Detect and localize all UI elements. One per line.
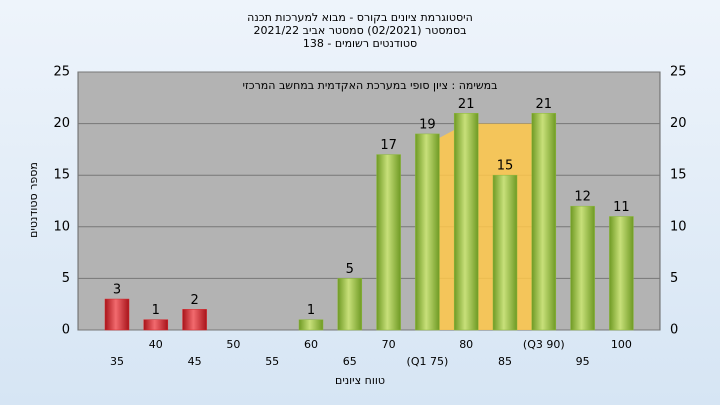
value-label: 12 <box>574 190 591 205</box>
value-label: 1 <box>152 303 160 318</box>
bar <box>143 319 169 331</box>
bar <box>415 133 440 331</box>
y2-tick-label: 0 <box>670 323 678 338</box>
bar <box>492 174 518 331</box>
y-tick-label: 5 <box>62 271 70 286</box>
x-tick-label: 70 <box>382 338 396 351</box>
bar <box>182 309 207 331</box>
bar <box>376 154 401 331</box>
y2-tick-label: 25 <box>670 65 687 80</box>
value-label: 17 <box>380 138 397 153</box>
y-tick-label: 25 <box>53 65 70 80</box>
y-tick-label: 20 <box>53 116 70 131</box>
x-tick-label: 40 <box>149 338 163 351</box>
bar <box>453 113 479 331</box>
y2-tick-label: 10 <box>670 219 687 234</box>
x-tick-label: 85 <box>498 355 512 368</box>
value-label: 5 <box>346 262 354 277</box>
x-tick-label: 60 <box>304 338 318 351</box>
y-tick-label: 15 <box>53 168 70 183</box>
x-tick-label: 45 <box>188 355 202 368</box>
y2-tick-label: 15 <box>670 168 687 183</box>
y-tick-label: 0 <box>62 323 70 338</box>
y-tick-label: 10 <box>53 219 70 234</box>
plot-area <box>77 71 661 331</box>
x-tick-label: 50 <box>226 338 240 351</box>
x-tick-label: 35 <box>110 355 124 368</box>
value-label: 3 <box>113 283 121 298</box>
x-tick-label: 80 <box>459 338 473 351</box>
x-tick-label: 100 <box>611 338 632 351</box>
x-tick-label: 55 <box>265 355 279 368</box>
bar <box>609 216 634 331</box>
value-label: 11 <box>613 200 630 215</box>
x-tick-label: (Q1 75) <box>407 355 449 368</box>
chart-title: היסטוגרמת ציונים בקורס - מבוא למערכות תכ… <box>247 11 473 24</box>
x-tick-label: (Q3 90) <box>523 338 565 351</box>
bar <box>531 113 557 331</box>
bar <box>570 205 595 331</box>
value-label: 21 <box>458 97 475 112</box>
value-label: 19 <box>419 117 436 132</box>
x-tick-label: 95 <box>576 355 590 368</box>
y2-tick-label: 5 <box>670 271 678 286</box>
bar <box>337 278 363 331</box>
y-axis-title: מספר סטודנטים <box>27 162 40 238</box>
value-label: 1 <box>307 303 315 318</box>
annotation: במשימה : ציון סופי במערכת האקדמית במחשב … <box>243 79 498 92</box>
bar <box>104 298 130 331</box>
value-label: 15 <box>497 159 514 174</box>
y2-tick-label: 20 <box>670 116 687 131</box>
value-label: 21 <box>536 97 553 112</box>
bar <box>298 319 324 331</box>
chart-subtitle: בסמסטר (02/2021) סמסטר אביב 2021/22 <box>253 24 466 37</box>
value-label: 2 <box>190 293 198 308</box>
x-tick-label: 65 <box>343 355 357 368</box>
quartile-band <box>427 123 544 330</box>
chart-subtitle: סטודנטים רשומים - 138 <box>303 37 417 50</box>
x-axis-title: טווח ציונים <box>335 374 385 387</box>
